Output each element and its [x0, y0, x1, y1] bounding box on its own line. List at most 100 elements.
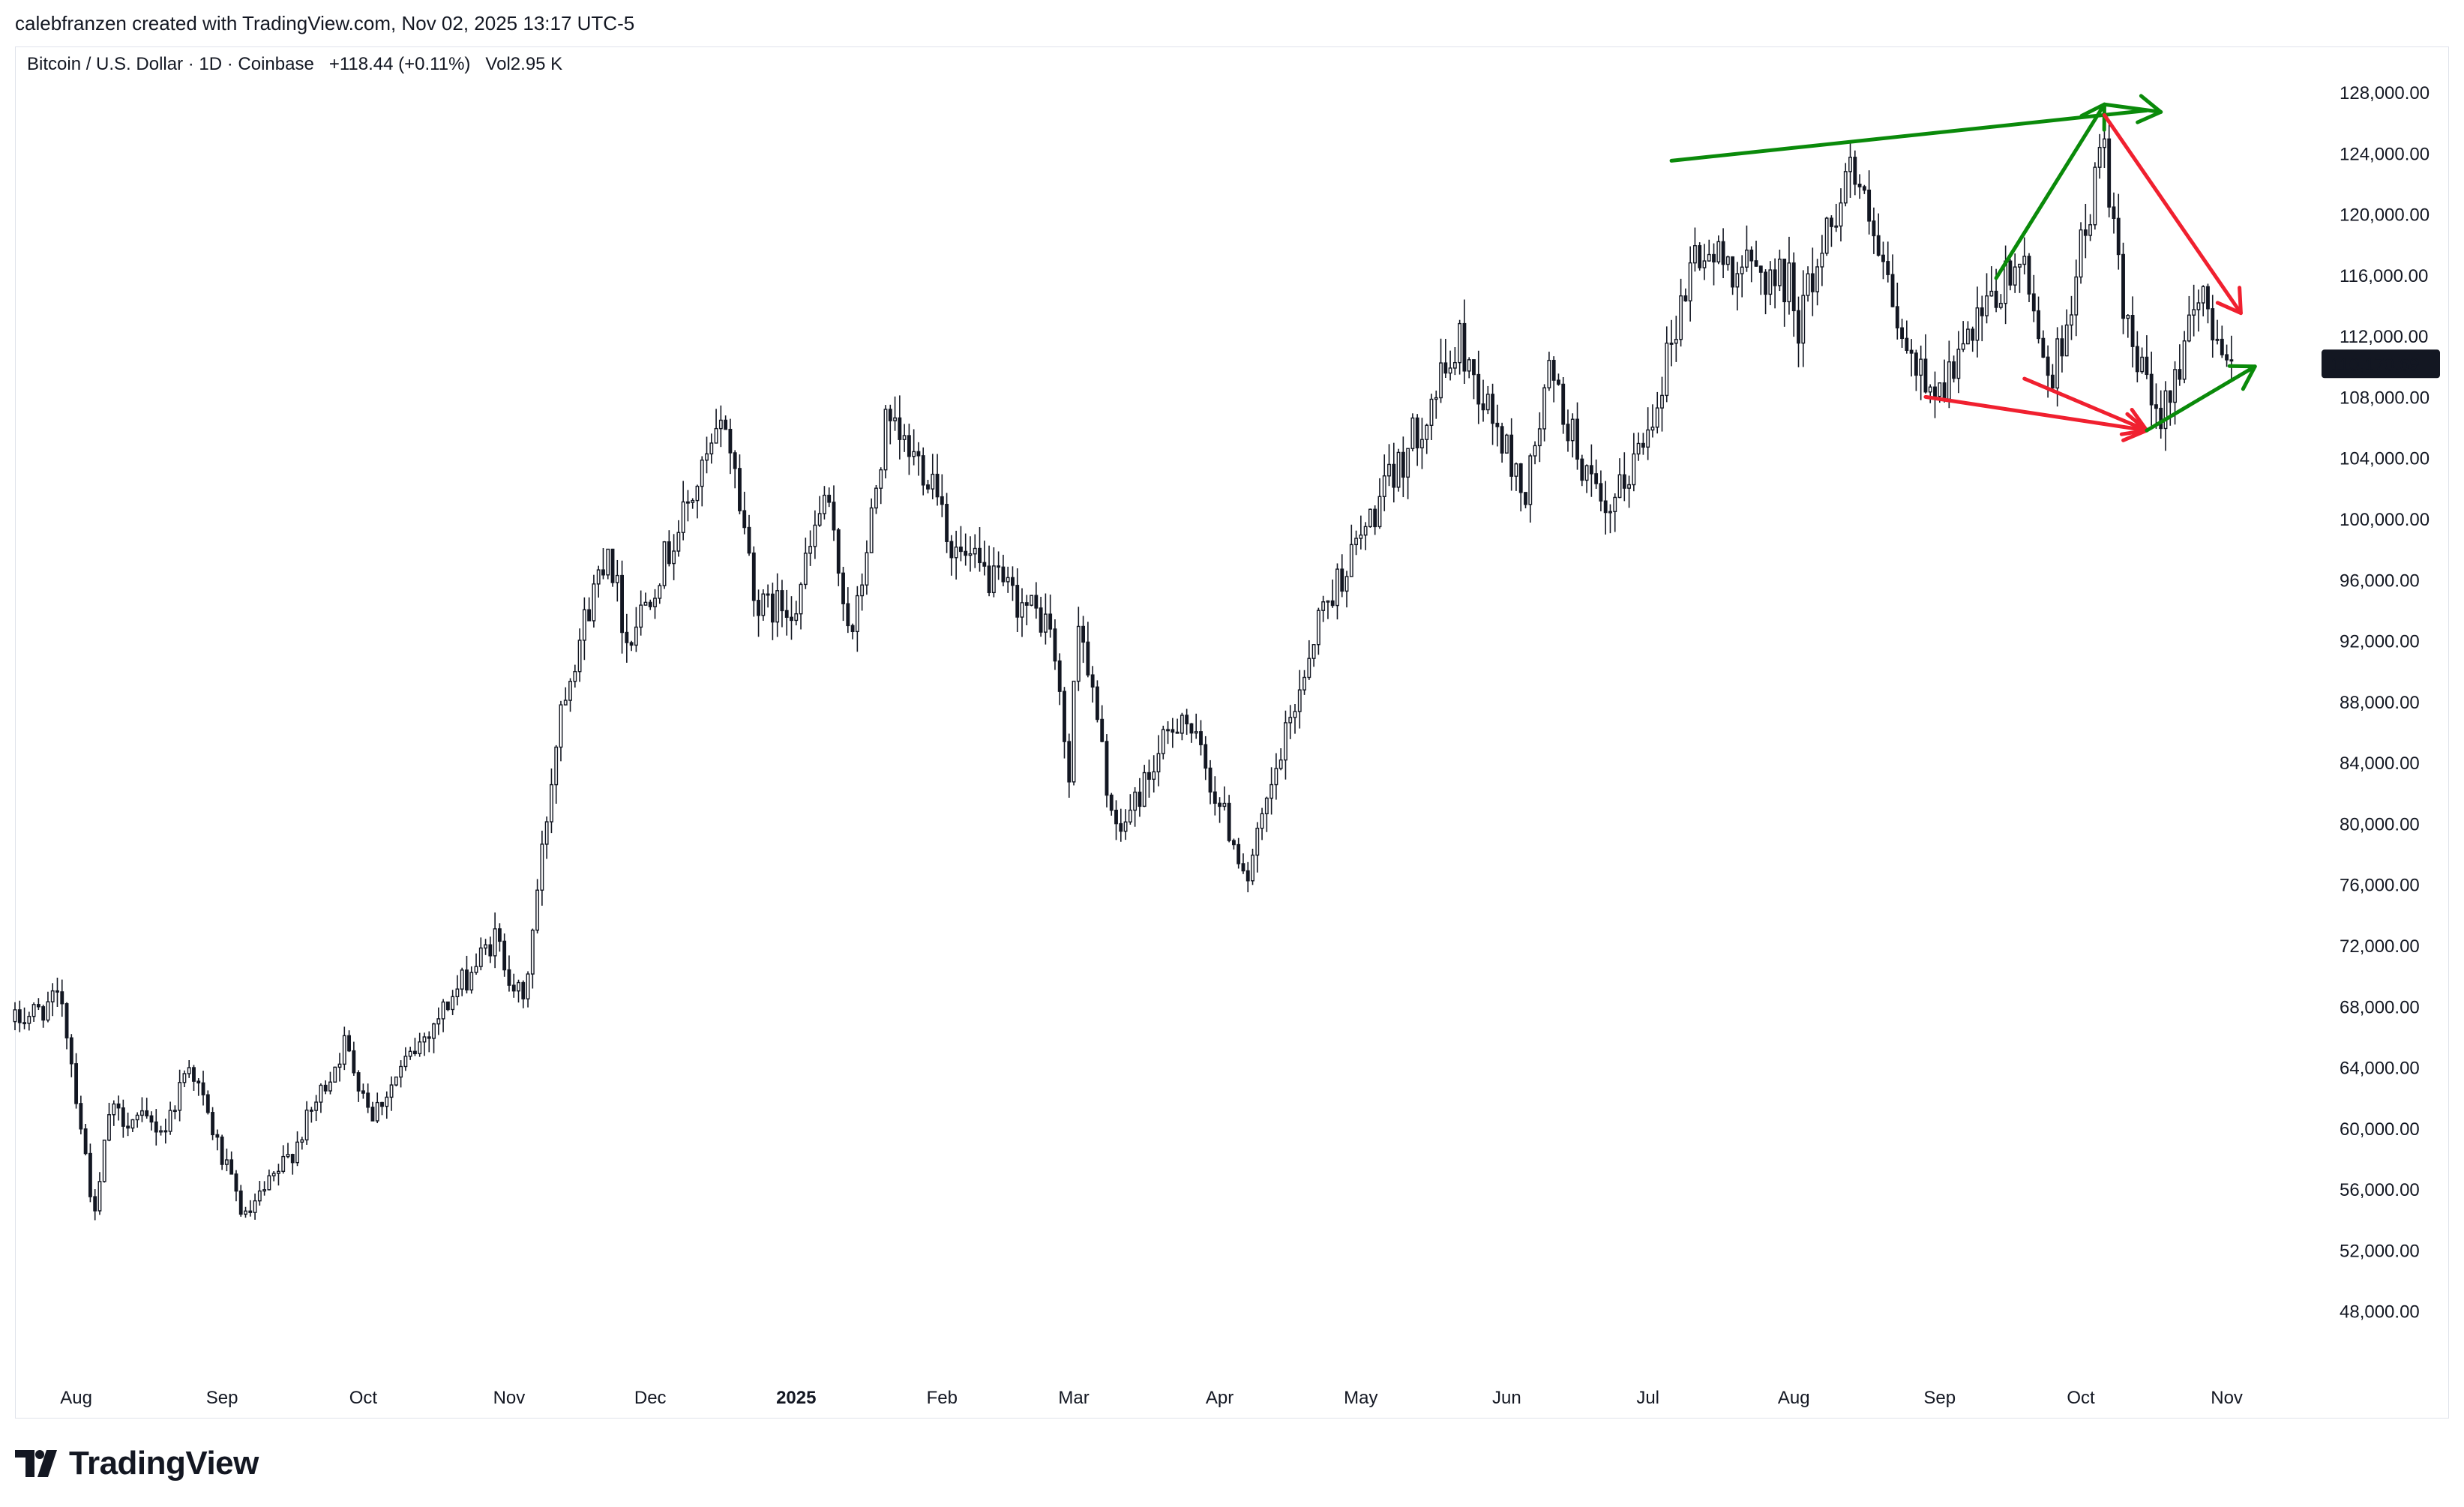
candle-down — [1476, 373, 1481, 405]
candle-up — [1458, 322, 1462, 364]
candle-up — [1542, 387, 1547, 430]
candle-up — [1297, 689, 1302, 712]
candle-up — [1349, 544, 1353, 577]
candle-up — [874, 487, 878, 509]
candle-down — [2206, 286, 2210, 310]
candle-up — [2187, 314, 2191, 342]
candle-up — [893, 417, 897, 421]
candle-down — [238, 1190, 243, 1215]
candle-down — [445, 1001, 450, 1011]
time-tick-label: Mar — [1058, 1388, 1089, 1408]
candle-up — [869, 507, 874, 553]
candle-up — [441, 1001, 445, 1020]
candle-up — [1030, 595, 1033, 606]
candle-up — [1768, 269, 1773, 295]
time-tick-label: Oct — [349, 1388, 378, 1408]
candle-down — [22, 1022, 26, 1025]
candle-down — [1204, 744, 1208, 769]
chart-frame — [15, 46, 2449, 1419]
candle-down — [1081, 625, 1086, 643]
candle-down — [488, 944, 493, 957]
candle-up — [1843, 171, 1848, 204]
candle-down — [1603, 500, 1608, 514]
candle-down — [1208, 767, 1213, 793]
candle-down — [1900, 327, 1904, 340]
candle-up — [1321, 601, 1326, 611]
candle-up — [658, 585, 662, 599]
price-tick-label: 76,000.00 — [2340, 876, 2420, 896]
price-tick-label: 64,000.00 — [2340, 1059, 2420, 1079]
time-axis[interactable]: Aug Sep Oct Nov Dec 2025 Feb Mar Apr May Jun Jul Aug… — [60, 1388, 2243, 1408]
price-tick-label: 48,000.00 — [2340, 1302, 2420, 1323]
time-tick-label: Nov — [493, 1388, 526, 1408]
candle-up — [643, 601, 648, 606]
price-tick-label: 116,000.00 — [2340, 266, 2428, 286]
candle-up — [1302, 676, 1306, 691]
candle-up — [314, 1101, 319, 1111]
candle-up — [1123, 821, 1128, 832]
candle-up — [1707, 253, 1711, 262]
candle-up — [2173, 369, 2177, 403]
symbol-legend[interactable]: Bitcoin / U.S. Dollar · 1D · Coinbase +1… — [27, 54, 562, 75]
candle-up — [1547, 359, 1551, 388]
candle-down — [2130, 315, 2135, 347]
candle-down — [196, 1080, 201, 1084]
candle-up — [295, 1141, 299, 1164]
price-chart[interactable]: 128,000.00 124,000.00 120,000.00 116,000.00… — [0, 0, 2464, 1425]
candle-up — [1452, 361, 1457, 369]
candle-up — [50, 990, 55, 1002]
candle-up — [1076, 625, 1081, 682]
candle-up — [550, 783, 553, 822]
candle-down — [949, 541, 954, 559]
candle-up — [224, 1159, 229, 1165]
candle-up — [1537, 428, 1542, 447]
candle-up — [1043, 613, 1048, 633]
candle-down — [587, 609, 592, 622]
price-tick-label: 72,000.00 — [2340, 936, 2420, 957]
candle-up — [2140, 356, 2145, 373]
candle-up — [1801, 295, 1806, 344]
price-axis[interactable]: 128,000.00 124,000.00 120,000.00 116,000.00… — [2340, 83, 2430, 1323]
candle-down — [1090, 674, 1095, 688]
candle-down — [201, 1082, 205, 1095]
candle-down — [154, 1121, 158, 1133]
candle-down — [1909, 349, 1914, 354]
legend-symbol: Bitcoin / U.S. Dollar · 1D · Coinbase — [27, 54, 314, 74]
candle-down — [982, 562, 987, 567]
time-tick-label: Jul — [1636, 1388, 1659, 1408]
candle-down — [1100, 718, 1105, 742]
candle-up — [554, 746, 559, 786]
candle-up — [1570, 418, 1575, 442]
candle-up — [1820, 253, 1824, 268]
candle-down — [921, 455, 925, 486]
candle-down — [1401, 451, 1405, 478]
candle-down — [1057, 660, 1062, 692]
candle-up — [1251, 854, 1254, 882]
green-trendline — [1669, 108, 2149, 163]
candle-up — [1665, 342, 1669, 397]
candle-up — [1152, 771, 1156, 780]
candle-up — [1359, 534, 1363, 539]
candle-down — [1147, 771, 1151, 780]
candle-down — [2050, 374, 2055, 389]
candle-up — [1344, 576, 1349, 592]
candle-down — [1857, 183, 1862, 187]
price-tick-label: 112,000.00 — [2340, 327, 2428, 347]
candle-down — [1923, 358, 1928, 393]
candle-down — [356, 1072, 361, 1092]
candle-up — [27, 1015, 31, 1024]
candle-down — [1683, 295, 1688, 301]
candle-up — [1377, 496, 1382, 528]
price-tick-label: 80,000.00 — [2340, 814, 2420, 834]
candle-down — [724, 419, 728, 430]
candle-down — [945, 504, 949, 542]
candle-up — [328, 1081, 332, 1092]
candle-down — [1862, 186, 1866, 191]
candle-up — [639, 604, 643, 628]
candle-down — [60, 991, 64, 1005]
candle-up — [634, 626, 638, 646]
candle-down — [2149, 373, 2154, 406]
candle-up — [540, 843, 544, 891]
candle-up — [13, 1009, 17, 1023]
candle-up — [714, 427, 718, 444]
